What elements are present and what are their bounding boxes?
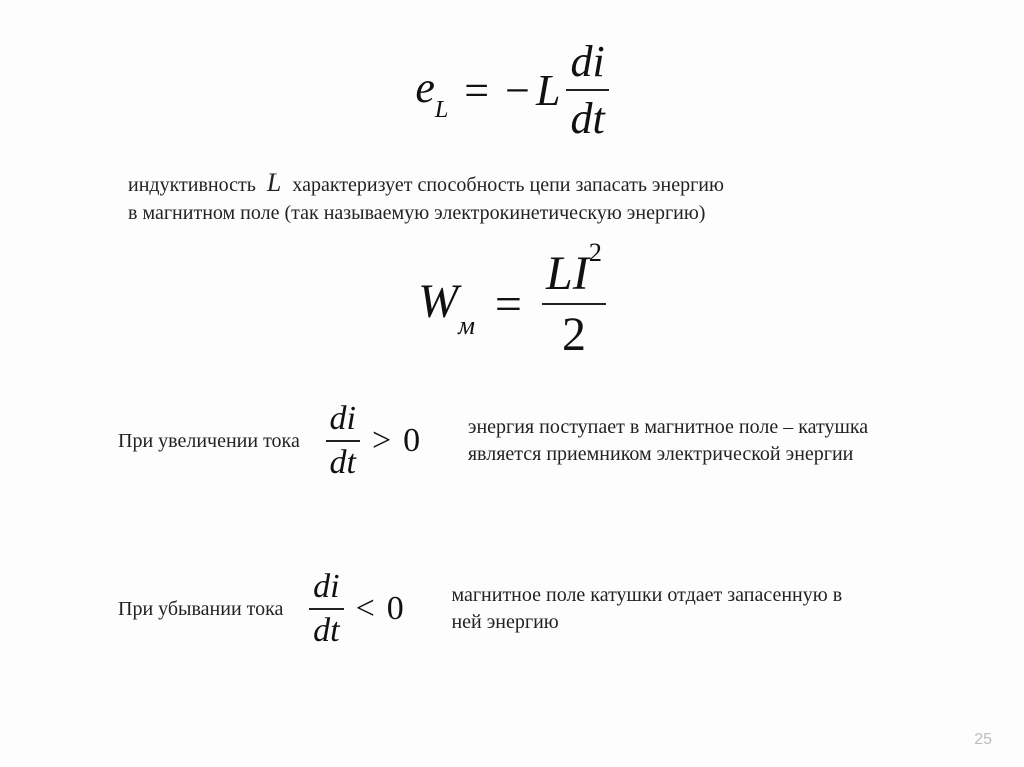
case-current-decreasing: При убывании тока di dt < 0 магнитное по… — [118, 568, 918, 650]
row1-condition: di dt > 0 — [318, 400, 468, 482]
eq1-equals: = — [454, 65, 499, 116]
row2-condition: di dt < 0 — [301, 568, 451, 650]
row2-description: магнитное поле катушки отдает запасенную… — [451, 582, 918, 636]
equation-magnetic-energy: Wм = LI2 2 — [0, 246, 1024, 362]
paragraph-inductance-definition: индуктивность L характеризует способност… — [128, 165, 908, 227]
eq1-fraction: di dt — [566, 36, 608, 144]
slide: eL = − L di dt индуктивность L характери… — [0, 0, 1024, 767]
eq1-minus: − — [505, 65, 530, 116]
symbol-L: L — [261, 168, 287, 197]
eq2-lhs: Wм — [418, 274, 475, 335]
row1-description: энергия поступает в магнитное поле – кат… — [468, 414, 918, 468]
case-current-increasing: При увеличении тока di dt > 0 энергия по… — [118, 400, 918, 482]
equation-self-inductance-emf: eL = − L di dt — [0, 36, 1024, 144]
eq2-equals: = — [481, 277, 536, 332]
page-number: 25 — [974, 731, 992, 749]
row2-label: При убывании тока — [118, 596, 301, 623]
eq1-lhs: eL — [415, 62, 448, 119]
row1-label: При увеличении тока — [118, 428, 318, 455]
eq2-fraction: LI2 2 — [542, 246, 606, 362]
eq1-L: L — [536, 65, 560, 116]
